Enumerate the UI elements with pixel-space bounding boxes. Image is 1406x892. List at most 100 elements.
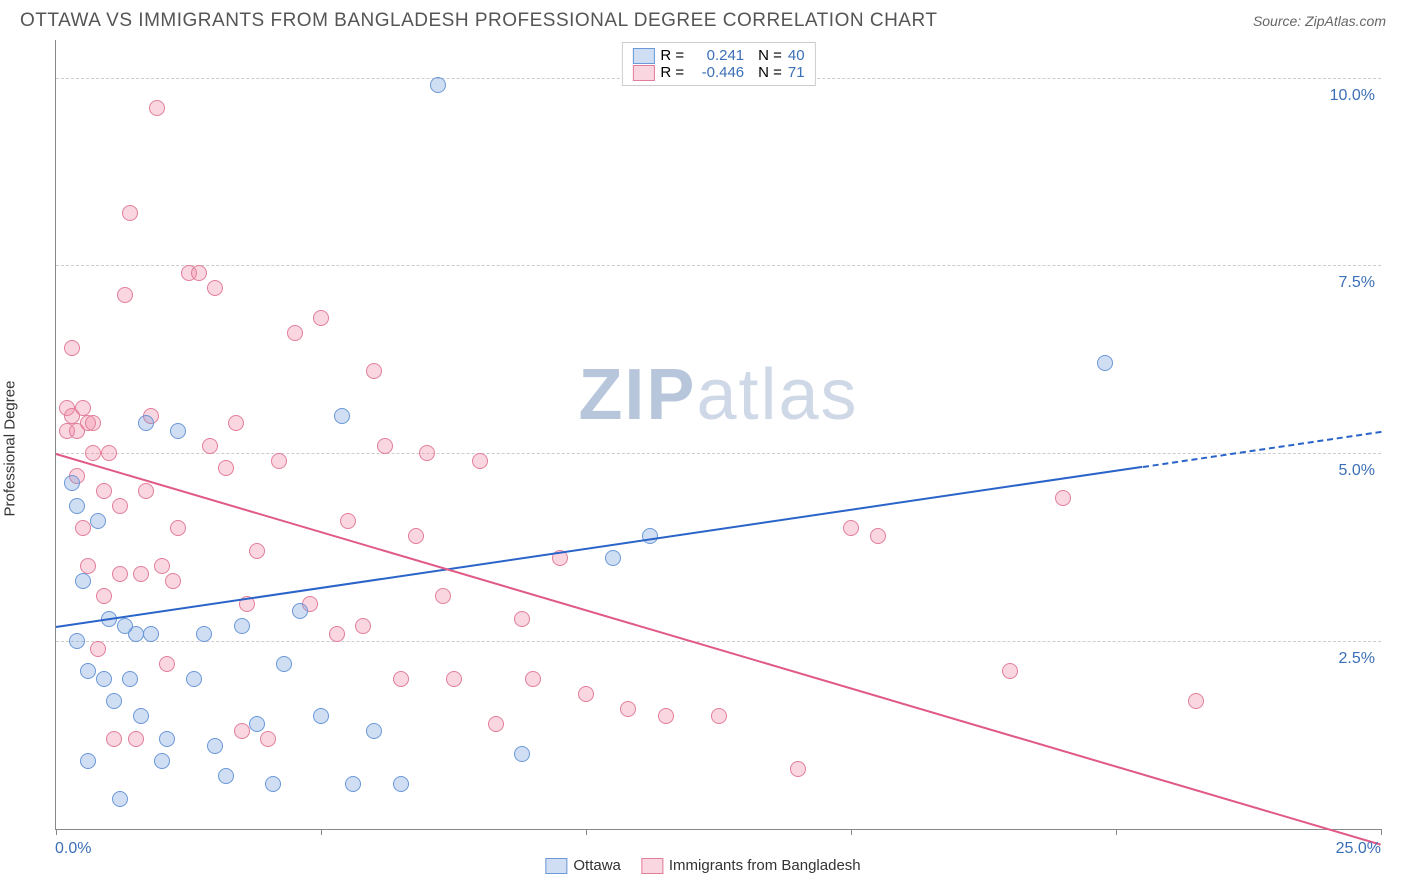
scatter-point-bangladesh — [234, 723, 250, 739]
scatter-point-bangladesh — [446, 671, 462, 687]
scatter-point-ottawa — [196, 626, 212, 642]
scatter-point-bangladesh — [207, 280, 223, 296]
scatter-point-bangladesh — [472, 453, 488, 469]
scatter-point-bangladesh — [488, 716, 504, 732]
scatter-point-bangladesh — [149, 100, 165, 116]
y-tick-label: 5.0% — [1339, 462, 1375, 480]
grid-line — [56, 265, 1381, 266]
scatter-point-ottawa — [234, 618, 250, 634]
scatter-point-bangladesh — [355, 618, 371, 634]
scatter-point-ottawa — [64, 475, 80, 491]
scatter-point-ottawa — [90, 513, 106, 529]
watermark: ZIPatlas — [578, 354, 858, 436]
scatter-point-ottawa — [642, 528, 658, 544]
scatter-point-ottawa — [112, 791, 128, 807]
legend-swatch-ottawa-b — [545, 858, 567, 874]
scatter-point-ottawa — [313, 708, 329, 724]
scatter-point-ottawa — [133, 708, 149, 724]
scatter-point-ottawa — [75, 573, 91, 589]
scatter-point-ottawa — [96, 671, 112, 687]
scatter-point-ottawa — [1097, 355, 1113, 371]
scatter-point-ottawa — [207, 738, 223, 754]
r-value-1: 0.241 — [690, 47, 744, 64]
x-tick — [851, 829, 852, 835]
scatter-point-ottawa — [430, 77, 446, 93]
y-axis-title: Professional Degree — [2, 381, 19, 517]
scatter-point-bangladesh — [578, 686, 594, 702]
chart-title: OTTAWA VS IMMIGRANTS FROM BANGLADESH PRO… — [20, 10, 937, 32]
scatter-point-bangladesh — [75, 520, 91, 536]
watermark-atlas: atlas — [696, 355, 858, 435]
scatter-point-bangladesh — [101, 445, 117, 461]
scatter-point-bangladesh — [85, 445, 101, 461]
scatter-point-bangladesh — [75, 400, 91, 416]
scatter-point-bangladesh — [435, 588, 451, 604]
scatter-point-bangladesh — [165, 573, 181, 589]
scatter-point-bangladesh — [1055, 490, 1071, 506]
scatter-point-bangladesh — [658, 708, 674, 724]
scatter-point-ottawa — [138, 415, 154, 431]
scatter-point-bangladesh — [313, 310, 329, 326]
scatter-point-bangladesh — [271, 453, 287, 469]
legend-swatch-bangladesh-b — [641, 858, 663, 874]
scatter-point-bangladesh — [170, 520, 186, 536]
scatter-point-bangladesh — [870, 528, 886, 544]
x-tick — [321, 829, 322, 835]
scatter-point-ottawa — [170, 423, 186, 439]
scatter-point-bangladesh — [377, 438, 393, 454]
x-tick — [1381, 829, 1382, 835]
scatter-point-bangladesh — [64, 340, 80, 356]
scatter-point-bangladesh — [287, 325, 303, 341]
trend-line — [56, 466, 1143, 628]
scatter-point-bangladesh — [96, 483, 112, 499]
scatter-point-bangladesh — [340, 513, 356, 529]
scatter-point-bangladesh — [159, 656, 175, 672]
scatter-point-ottawa — [345, 776, 361, 792]
scatter-point-bangladesh — [128, 731, 144, 747]
scatter-point-bangladesh — [80, 558, 96, 574]
legend-swatch-bangladesh — [632, 65, 654, 81]
scatter-point-ottawa — [69, 498, 85, 514]
scatter-point-ottawa — [154, 753, 170, 769]
scatter-point-bangladesh — [620, 701, 636, 717]
scatter-point-bangladesh — [138, 483, 154, 499]
x-label-min: 0.0% — [55, 840, 91, 858]
r-value-2: -0.446 — [690, 64, 744, 81]
scatter-point-ottawa — [186, 671, 202, 687]
legend-label-ottawa: Ottawa — [573, 857, 621, 874]
scatter-point-bangladesh — [112, 498, 128, 514]
legend-top: R = 0.241 N = 40 R = -0.446 N = 71 — [621, 42, 815, 86]
scatter-point-bangladesh — [419, 445, 435, 461]
scatter-point-ottawa — [334, 408, 350, 424]
scatter-point-ottawa — [249, 716, 265, 732]
scatter-point-bangladesh — [1002, 663, 1018, 679]
scatter-point-ottawa — [393, 776, 409, 792]
scatter-point-bangladesh — [525, 671, 541, 687]
trend-line — [56, 453, 1382, 846]
legend-item-bangladesh: Immigrants from Bangladesh — [641, 857, 861, 874]
x-tick — [1116, 829, 1117, 835]
legend-swatch-ottawa — [632, 48, 654, 64]
scatter-point-bangladesh — [711, 708, 727, 724]
source-label: Source: ZipAtlas.com — [1253, 13, 1386, 29]
y-tick-label: 7.5% — [1339, 274, 1375, 292]
scatter-point-bangladesh — [843, 520, 859, 536]
scatter-point-bangladesh — [133, 566, 149, 582]
scatter-point-ottawa — [80, 663, 96, 679]
r-label-1: R = — [660, 47, 684, 64]
scatter-point-ottawa — [276, 656, 292, 672]
scatter-point-bangladesh — [117, 287, 133, 303]
scatter-point-ottawa — [143, 626, 159, 642]
y-tick-label: 10.0% — [1330, 87, 1375, 105]
x-label-max: 25.0% — [1336, 840, 1381, 858]
scatter-point-ottawa — [128, 626, 144, 642]
scatter-point-ottawa — [69, 633, 85, 649]
r-label-2: R = — [660, 64, 684, 81]
n-value-2: 71 — [788, 64, 805, 81]
scatter-point-ottawa — [514, 746, 530, 762]
n-label-2: N = — [758, 64, 782, 81]
scatter-point-bangladesh — [790, 761, 806, 777]
scatter-point-ottawa — [218, 768, 234, 784]
chart-plot-area: ZIPatlas R = 0.241 N = 40 R = -0.446 N =… — [55, 40, 1381, 830]
scatter-point-bangladesh — [96, 588, 112, 604]
